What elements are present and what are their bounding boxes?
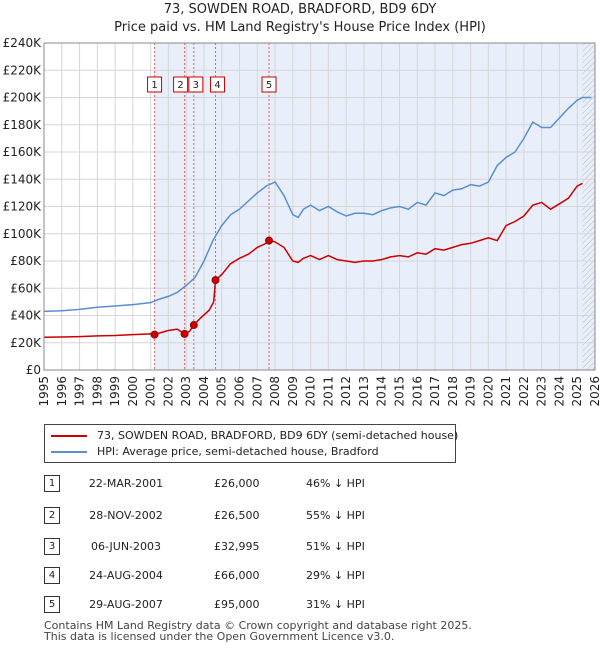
x-tick-label: 2003 bbox=[179, 376, 193, 407]
x-tick-label: 2016 bbox=[410, 376, 424, 407]
x-tick-label: 2024 bbox=[552, 376, 566, 407]
x-tick-label: 2009 bbox=[286, 376, 300, 407]
price-chart: £0 £20K £40K £60K £80K £100K £120K £140K £160K £1… bbox=[3, 36, 600, 407]
x-tick-label: 2025 bbox=[570, 376, 584, 407]
x-tick-label: 2021 bbox=[499, 376, 513, 407]
sale-number: 4 bbox=[44, 567, 60, 584]
y-tick-label: £60K bbox=[10, 281, 42, 295]
sale-price: £26,000 bbox=[214, 477, 260, 490]
x-tick-label: 2013 bbox=[357, 376, 371, 407]
legend-swatch-hpi bbox=[51, 451, 87, 453]
sale-point bbox=[211, 276, 220, 285]
sale-date: 28-NOV-2002 bbox=[89, 509, 163, 522]
sale-point bbox=[180, 329, 189, 338]
y-tick-label: £100K bbox=[3, 227, 43, 241]
sale-date: 24-AUG-2004 bbox=[89, 569, 163, 582]
x-tick-label: 2018 bbox=[446, 376, 460, 407]
plot-border bbox=[43, 42, 596, 371]
sale-price: £66,000 bbox=[214, 569, 260, 582]
x-tick-label: 2010 bbox=[304, 376, 318, 407]
sale-number: 1 bbox=[44, 475, 60, 492]
series-line bbox=[43, 182, 583, 339]
sale-number: 2 bbox=[44, 507, 60, 524]
sale-hpi-diff: 31% ↓ HPI bbox=[306, 598, 365, 611]
sale-price: £26,500 bbox=[214, 509, 260, 522]
x-tick-label: 2019 bbox=[464, 376, 478, 407]
x-tick-label: 2015 bbox=[392, 376, 406, 407]
y-tick-label: £220K bbox=[3, 63, 43, 77]
x-tick-label: 2002 bbox=[161, 376, 175, 407]
y-tick-label: £140K bbox=[3, 172, 43, 186]
sale-number-label: 4 bbox=[214, 80, 220, 91]
series-line bbox=[43, 96, 592, 313]
sale-number-label: 5 bbox=[266, 80, 272, 91]
y-tick-label: £240K bbox=[3, 36, 43, 50]
x-tick-label: 2001 bbox=[144, 376, 158, 407]
x-tick-label: 1996 bbox=[55, 376, 69, 407]
sale-price: £95,000 bbox=[214, 598, 260, 611]
x-tick-label: 2017 bbox=[428, 376, 442, 407]
sale-number-label: 2 bbox=[177, 80, 183, 91]
y-tick-label: £160K bbox=[3, 145, 43, 159]
legend-label-property: 73, SOWDEN ROAD, BRADFORD, BD9 6DY (semi… bbox=[97, 429, 459, 442]
x-tick-label: 2022 bbox=[517, 376, 531, 407]
x-tick-label: 2020 bbox=[481, 376, 495, 407]
footer-licence: This data is licensed under the Open Gov… bbox=[44, 630, 395, 643]
y-tick-label: £0 bbox=[26, 363, 41, 377]
y-tick-label: £200K bbox=[3, 91, 43, 105]
sale-number-box bbox=[261, 76, 277, 93]
x-tick-label: 2011 bbox=[321, 376, 335, 407]
x-tick-label: 1999 bbox=[108, 376, 122, 407]
x-tick-label: 2014 bbox=[375, 376, 389, 407]
sale-date: 29-AUG-2007 bbox=[89, 598, 163, 611]
x-tick-label: 1995 bbox=[37, 376, 51, 407]
x-tick-label: 2008 bbox=[268, 376, 282, 407]
footer-copyright: Contains HM Land Registry data © Crown c… bbox=[44, 619, 472, 632]
sale-number-label: 1 bbox=[151, 80, 157, 91]
sale-number: 5 bbox=[44, 596, 60, 613]
y-tick-label: £120K bbox=[3, 200, 43, 214]
sale-number-box bbox=[188, 76, 204, 93]
chart-subtitle: Price paid vs. HM Land Registry's House … bbox=[114, 20, 486, 35]
x-tick-label: 1998 bbox=[90, 376, 104, 407]
sale-hpi-diff: 29% ↓ HPI bbox=[306, 569, 365, 582]
sale-point bbox=[265, 236, 274, 245]
y-tick-label: £80K bbox=[10, 254, 42, 268]
y-tick-label: £40K bbox=[10, 309, 42, 323]
x-tick-label: 2000 bbox=[126, 376, 140, 407]
x-tick-label: 2006 bbox=[233, 376, 247, 407]
sale-hpi-diff: 51% ↓ HPI bbox=[306, 540, 365, 553]
y-tick-label: £20K bbox=[10, 336, 42, 350]
x-tick-label: 2023 bbox=[535, 376, 549, 407]
x-tick-label: 1997 bbox=[73, 376, 87, 407]
sale-point bbox=[189, 321, 198, 330]
sale-date: 22-MAR-2001 bbox=[88, 477, 164, 490]
x-tick-label: 2012 bbox=[339, 376, 353, 407]
sale-number-box bbox=[147, 76, 163, 93]
sale-number: 3 bbox=[44, 538, 60, 555]
x-tick-label: 2005 bbox=[215, 376, 229, 407]
sale-date: 06-JUN-2003 bbox=[90, 540, 162, 553]
legend-label-hpi: HPI: Average price, semi-detached house,… bbox=[97, 445, 379, 458]
sale-number-box bbox=[210, 76, 226, 93]
x-tick-label: 2026 bbox=[588, 376, 600, 407]
x-tick-label: 2004 bbox=[197, 376, 211, 407]
sale-price: £32,995 bbox=[214, 540, 260, 553]
sale-number-box bbox=[173, 76, 189, 93]
legend-swatch-property bbox=[51, 435, 87, 437]
sale-number-label: 3 bbox=[193, 80, 199, 91]
y-tick-label: £180K bbox=[3, 118, 43, 132]
x-tick-label: 2007 bbox=[250, 376, 264, 407]
legend: 73, SOWDEN ROAD, BRADFORD, BD9 6DY (semi… bbox=[44, 424, 459, 463]
sale-hpi-diff: 46% ↓ HPI bbox=[306, 477, 365, 490]
sale-point bbox=[150, 330, 159, 339]
sale-hpi-diff: 55% ↓ HPI bbox=[306, 509, 365, 522]
chart-title: 73, SOWDEN ROAD, BRADFORD, BD9 6DY bbox=[163, 2, 437, 17]
